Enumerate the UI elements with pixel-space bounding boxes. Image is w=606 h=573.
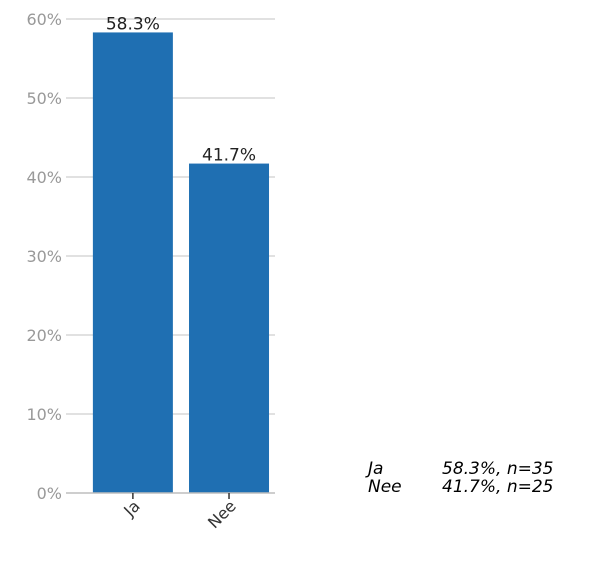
y-tick-label: 40% bbox=[26, 168, 62, 187]
x-axis-ticks: Ja Nee bbox=[119, 493, 240, 532]
y-tick-label: 30% bbox=[26, 247, 62, 266]
bar-nee bbox=[189, 163, 270, 493]
bars bbox=[92, 32, 270, 494]
legend-row: Ja 58.3%, n=35 bbox=[368, 460, 553, 478]
data-label: 41.7% bbox=[202, 146, 256, 166]
y-axis-ticks: 0% 10% 20% 30% 40% 50% 60% bbox=[26, 10, 62, 503]
legend-value: 41.7%, n=25 bbox=[442, 477, 554, 497]
legend-table: Ja 58.3%, n=35 Nee 41.7%, n=25 bbox=[368, 460, 553, 496]
y-tick-label: 50% bbox=[26, 89, 62, 108]
legend-row: Nee 41.7%, n=25 bbox=[368, 478, 553, 496]
x-tick-label: Ja bbox=[119, 496, 143, 520]
bar-ja bbox=[92, 32, 173, 494]
legend-value: 58.3%, n=35 bbox=[442, 459, 554, 479]
data-labels: 58.3% 41.7% bbox=[106, 14, 256, 165]
y-tick-label: 0% bbox=[37, 484, 62, 503]
legend-label: Ja bbox=[368, 459, 384, 479]
legend-label: Nee bbox=[368, 477, 402, 497]
x-tick-label: Nee bbox=[204, 496, 240, 532]
y-tick-label: 60% bbox=[26, 10, 62, 29]
data-label: 58.3% bbox=[106, 14, 160, 34]
y-tick-label: 20% bbox=[26, 326, 62, 345]
y-tick-label: 10% bbox=[26, 405, 62, 424]
